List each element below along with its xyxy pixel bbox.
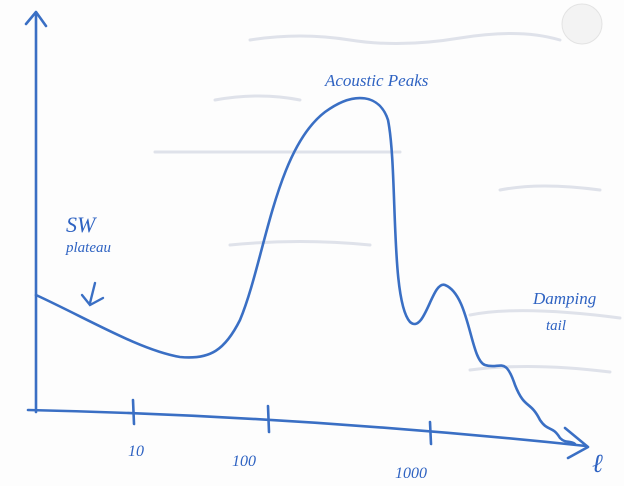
x-tick-label: 100	[232, 453, 256, 470]
annotation: SW	[66, 212, 97, 237]
punch-hole	[562, 4, 602, 44]
annotation: Acoustic Peaks	[324, 71, 429, 90]
x-axis-label: ℓ	[592, 449, 603, 478]
x-tick	[133, 400, 134, 424]
sketch: 10 100 1000 ℓ SW plateau Acoustic Peaks …	[0, 0, 624, 481]
annotation: tail	[546, 318, 566, 334]
x-tick	[430, 422, 431, 444]
x-tick	[268, 406, 269, 432]
x-tick-label: 10	[128, 443, 144, 460]
annotation: Damping	[532, 289, 596, 308]
x-tick-label: 1000	[395, 465, 427, 481]
annotation: plateau	[65, 240, 111, 256]
